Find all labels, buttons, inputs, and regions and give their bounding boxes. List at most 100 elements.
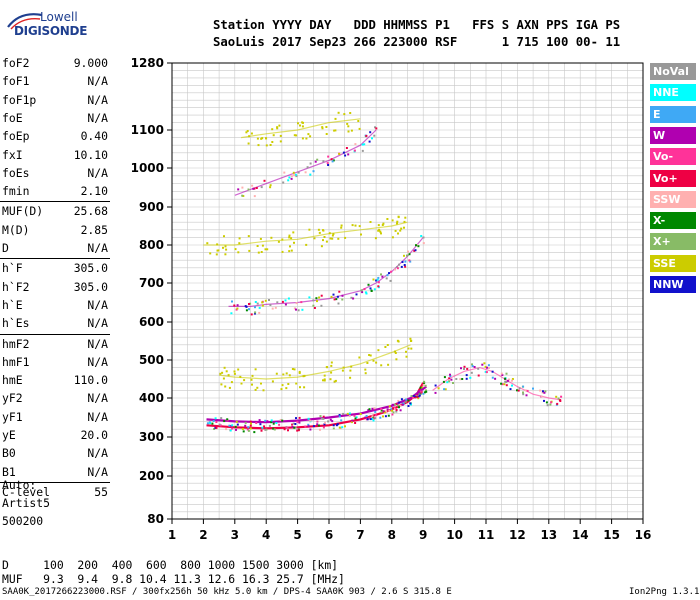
x-tick-label: 13 — [540, 528, 557, 542]
echo-point — [338, 290, 341, 293]
echo-point — [350, 365, 353, 368]
echo-point — [309, 162, 312, 165]
echo-point — [290, 175, 293, 178]
echo-point — [313, 307, 316, 309]
echo-point — [374, 410, 377, 413]
param-value: 25.68 — [73, 204, 108, 219]
echo-point — [306, 166, 309, 169]
echo-point — [325, 133, 328, 135]
echo-point — [260, 429, 263, 432]
echo-point — [247, 235, 250, 238]
echo-point — [443, 388, 446, 391]
echo-point — [366, 418, 369, 421]
x-tick-label: 9 — [419, 528, 427, 542]
echo-point — [377, 276, 380, 279]
echo-point — [443, 376, 446, 379]
echo-point — [522, 385, 525, 388]
echo-point — [372, 419, 375, 422]
echo-point — [376, 278, 379, 281]
legend-entry: E — [650, 105, 696, 123]
echo-point — [242, 195, 245, 197]
echo-point — [394, 229, 397, 232]
echo-point — [296, 420, 299, 423]
muf-value-row: MUF 9.3 9.4 9.8 10.4 11.3 12.6 16.3 25.7… — [2, 572, 345, 586]
echo-point — [517, 389, 520, 392]
param-row: fxI 10.10 — [2, 148, 108, 164]
echo-point — [351, 224, 354, 227]
echo-point — [254, 388, 257, 391]
autoscale-artist: Artist5 — [2, 496, 51, 510]
echo-point — [381, 224, 384, 226]
echo-point — [233, 372, 236, 375]
echo-point — [407, 347, 410, 350]
echo-point — [550, 401, 553, 404]
echo-point — [364, 416, 367, 419]
echo-point — [337, 111, 340, 114]
echo-point — [361, 149, 364, 152]
echo-point — [422, 236, 425, 239]
param-value: 10.10 — [73, 147, 108, 162]
echo-point — [257, 251, 260, 254]
echo-point — [393, 406, 396, 409]
echo-point — [298, 370, 301, 373]
echo-point — [293, 368, 296, 371]
echo-point — [287, 179, 290, 182]
echo-point — [381, 275, 384, 278]
echo-point — [416, 396, 419, 399]
echo-point — [347, 130, 350, 133]
echo-point — [394, 403, 397, 406]
echo-point — [369, 418, 372, 421]
x-tick-label: 3 — [231, 528, 239, 542]
echo-point — [395, 409, 398, 411]
echo-point — [222, 246, 224, 249]
echo-point — [305, 137, 308, 140]
echo-point — [250, 132, 253, 135]
echo-point — [260, 186, 263, 189]
echo-point — [404, 265, 407, 268]
echo-point — [322, 379, 324, 382]
echo-point — [312, 425, 315, 428]
legend-entry: SSE — [650, 254, 696, 272]
echo-point — [330, 295, 333, 298]
echo-point — [397, 215, 400, 218]
echo-point — [419, 392, 422, 394]
param-row: h`F 305.0 — [2, 261, 108, 277]
param-row: C-level 55 — [2, 485, 108, 501]
echo-point — [437, 387, 440, 390]
param-name: foF1 — [2, 74, 30, 89]
echo-point — [543, 391, 546, 394]
echo-point — [409, 260, 412, 263]
echo-point — [360, 289, 363, 292]
echo-point — [425, 390, 428, 393]
param-row: yE 20.0 — [2, 428, 108, 444]
echo-point — [237, 188, 240, 191]
echo-point — [293, 241, 295, 244]
echo-point — [459, 378, 462, 381]
param-value: 305.0 — [73, 279, 108, 294]
param-row: hmE 110.0 — [2, 373, 108, 389]
echo-point — [320, 245, 323, 248]
echo-point — [347, 125, 350, 128]
echo-point — [449, 375, 452, 378]
echo-point — [254, 301, 257, 303]
param-name: foF2 — [2, 56, 30, 70]
param-name: B1 — [2, 464, 16, 479]
echo-point — [299, 124, 301, 127]
echo-point — [304, 171, 307, 174]
echo-point — [380, 364, 383, 367]
echo-point — [244, 424, 247, 427]
echo-point — [401, 401, 404, 404]
param-row: h`Es N/A — [2, 316, 108, 332]
echo-point — [367, 283, 370, 286]
y-tick-label: 600 — [139, 315, 164, 329]
echo-point — [396, 267, 399, 270]
echo-point — [369, 131, 372, 134]
echo-point — [308, 228, 311, 231]
echo-point — [264, 419, 267, 422]
echo-point — [272, 427, 275, 430]
echo-point — [460, 367, 462, 370]
echo-point — [395, 358, 398, 361]
param-value: N/A — [87, 241, 108, 255]
echo-point — [254, 306, 256, 309]
echo-point — [369, 287, 372, 290]
